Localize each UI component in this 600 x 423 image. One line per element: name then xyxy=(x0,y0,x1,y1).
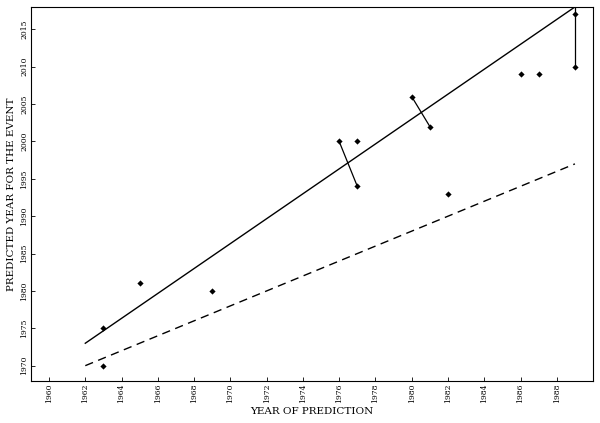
Point xyxy=(425,123,434,130)
Point xyxy=(208,288,217,294)
Point xyxy=(135,280,145,287)
Y-axis label: PREDICTED YEAR FOR THE EVENT: PREDICTED YEAR FOR THE EVENT xyxy=(7,97,16,291)
Point xyxy=(516,71,526,77)
Point xyxy=(353,183,362,190)
Point xyxy=(98,362,108,369)
Point xyxy=(98,325,108,332)
Point xyxy=(443,190,453,197)
Point xyxy=(534,71,544,77)
Point xyxy=(407,93,416,100)
X-axis label: YEAR OF PREDICTION: YEAR OF PREDICTION xyxy=(250,407,374,416)
Point xyxy=(570,63,580,70)
Point xyxy=(334,138,344,145)
Point xyxy=(570,11,580,18)
Point xyxy=(353,138,362,145)
